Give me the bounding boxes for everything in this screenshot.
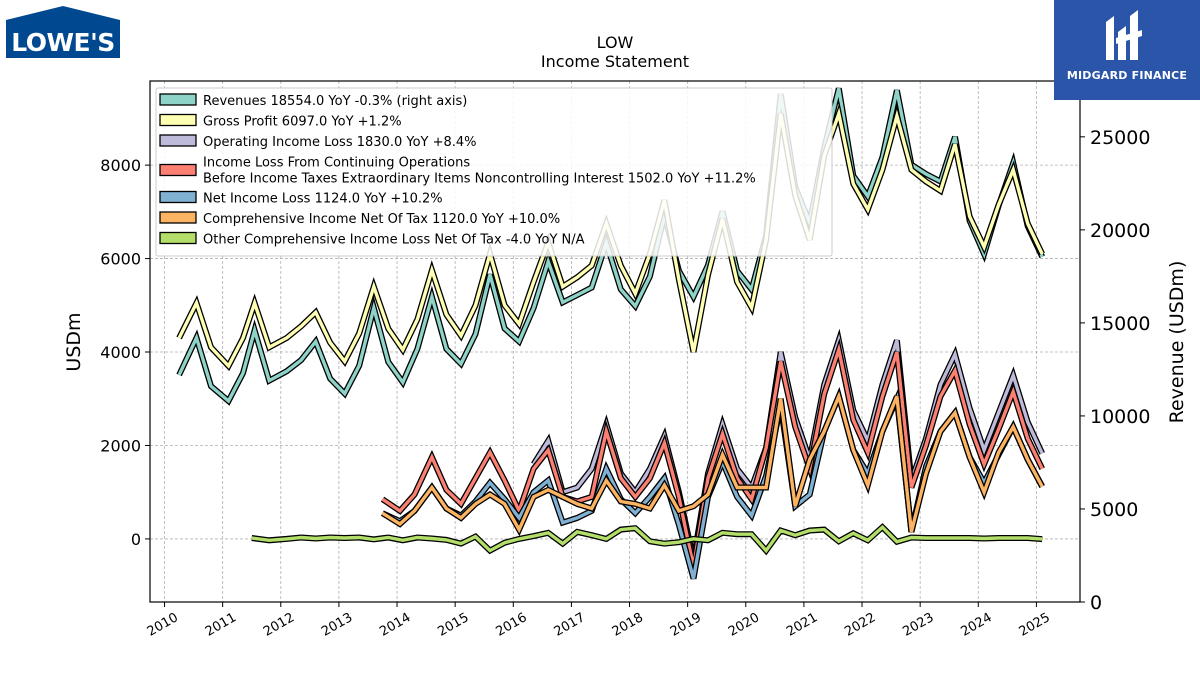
y-left-axis-ticks: 0 2000 4000 6000 8000 bbox=[100, 156, 150, 549]
x-tick-label: 2012 bbox=[261, 610, 297, 640]
midgard-emblem-icon bbox=[1106, 10, 1142, 60]
midgard-logo-text: MIDGARD FINANCE bbox=[1066, 69, 1188, 82]
y-right-tick-label: 5000 bbox=[1090, 499, 1138, 521]
y-right-tick-label: 25000 bbox=[1090, 127, 1150, 149]
y-right-tick-label: 20000 bbox=[1090, 220, 1150, 242]
x-tick-label: 2021 bbox=[784, 610, 820, 640]
legend-label: Comprehensive Income Net Of Tax 1120.0 Y… bbox=[203, 212, 560, 227]
legend-swatch bbox=[159, 163, 197, 177]
legend-swatch bbox=[159, 231, 197, 245]
y-left-tick-label: 8000 bbox=[100, 156, 141, 175]
series-line-comprehensive-income-net-of-tax bbox=[381, 391, 1044, 534]
lowes-logo-text: LOWE'S bbox=[11, 28, 115, 57]
chart-title: LOW bbox=[597, 33, 634, 52]
y-left-tick-label: 4000 bbox=[100, 343, 141, 362]
legend-label: Net Income Loss 1124.0 YoY +10.2% bbox=[203, 192, 443, 207]
x-tick-label: 2010 bbox=[145, 610, 181, 640]
legend-label: Income Loss From Continuing Operations bbox=[203, 156, 470, 171]
y-right-tick-label: 10000 bbox=[1090, 406, 1150, 428]
y-left-tick-label: 6000 bbox=[100, 250, 141, 269]
y-left-tick-label: 0 bbox=[131, 530, 141, 549]
series-line-income-loss-from-continuing-operations-before-income-taxes-extraordinary-items-noncontrolling-interest bbox=[381, 343, 1044, 568]
legend-label: Operating Income Loss 1830.0 YoY +8.4% bbox=[203, 135, 477, 150]
y-left-tick-label: 2000 bbox=[100, 436, 141, 455]
x-tick-label: 2019 bbox=[668, 610, 704, 640]
lowes-logo: LOWE'S bbox=[6, 6, 120, 58]
y-left-axis-label: USDm bbox=[63, 312, 85, 371]
chart-subtitle: Income Statement bbox=[541, 52, 689, 71]
legend-label: Other Comprehensive Income Loss Net Of T… bbox=[203, 233, 585, 248]
x-tick-label: 2020 bbox=[726, 610, 762, 640]
y-right-axis-label: Revenue (USDm) bbox=[1166, 261, 1188, 424]
legend-label: Gross Profit 6097.0 YoY +1.2% bbox=[203, 115, 402, 130]
legend-swatch bbox=[159, 93, 197, 106]
x-tick-label: 2014 bbox=[377, 610, 413, 640]
series-line-other-comprehensive-income-loss-net-of-tax bbox=[251, 524, 1043, 554]
legend-box bbox=[155, 87, 833, 257]
legend: Revenues 18554.0 YoY -0.3% (right axis) G… bbox=[155, 87, 833, 257]
midgard-finance-logo: MIDGARD FINANCE bbox=[1054, 0, 1200, 100]
legend-label: Revenues 18554.0 YoY -0.3% (right axis) bbox=[203, 94, 467, 109]
plot-area-frame bbox=[149, 80, 1081, 603]
x-tick-label: 2024 bbox=[958, 610, 994, 640]
x-tick-label: 2011 bbox=[203, 610, 239, 640]
series-line-revenues bbox=[177, 87, 1044, 404]
x-tick-label: 2025 bbox=[1017, 610, 1053, 640]
y-right-tick-label: 15000 bbox=[1090, 313, 1150, 335]
legend-swatch bbox=[159, 211, 197, 224]
y-right-tick-label: 0 bbox=[1090, 592, 1102, 614]
legend-swatch bbox=[159, 134, 197, 147]
y-right-axis-ticks: 0 5000 10000 15000 20000 25000 bbox=[1080, 127, 1150, 614]
x-tick-label: 2022 bbox=[842, 610, 878, 640]
x-tick-label: 2023 bbox=[900, 610, 936, 640]
x-tick-label: 2013 bbox=[319, 610, 355, 640]
x-tick-label: 2018 bbox=[610, 610, 646, 640]
x-tick-label: 2016 bbox=[493, 610, 529, 640]
x-axis-ticks: 2010 2011 2012 2013 2014 2015 2016 2017 2018 2019… bbox=[145, 602, 1053, 640]
legend-swatch bbox=[159, 190, 197, 204]
x-tick-label: 2015 bbox=[435, 610, 471, 640]
legend-swatch bbox=[159, 113, 197, 127]
x-tick-label: 2017 bbox=[552, 610, 588, 640]
legend-label-line-2: Before Income Taxes Extraordinary Items … bbox=[203, 172, 756, 187]
